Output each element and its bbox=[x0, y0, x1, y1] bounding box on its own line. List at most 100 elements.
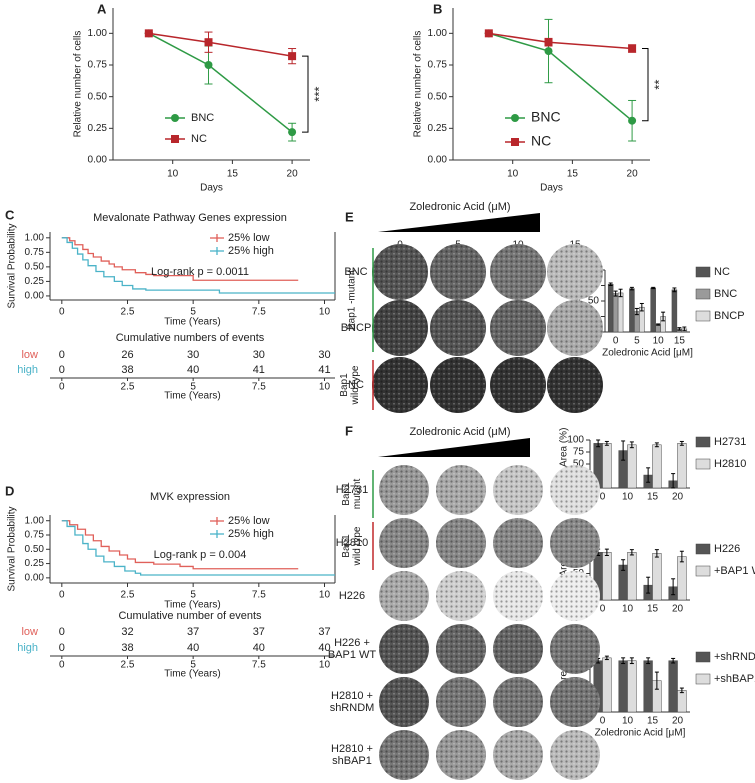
y-tick-label: 0.50 bbox=[25, 262, 45, 273]
x-tick-label: 5 bbox=[190, 382, 196, 393]
y-tick-label: 0.00 bbox=[88, 155, 108, 166]
table-cell: 26 bbox=[121, 349, 133, 361]
colony-texture bbox=[493, 677, 543, 727]
colony-texture bbox=[493, 624, 543, 674]
legend-marker bbox=[511, 114, 519, 122]
table-row-label: high bbox=[17, 642, 38, 654]
y-tick-label: 0.00 bbox=[25, 291, 45, 302]
x-tick-label: 7.5 bbox=[252, 660, 266, 671]
y-tick-label: 0.00 bbox=[25, 572, 45, 583]
significance-label: ** bbox=[651, 80, 666, 90]
x-tick-label: 20 bbox=[287, 169, 299, 180]
annotation: Log-rank p = 0.0011 bbox=[151, 266, 249, 278]
legend-swatch bbox=[695, 565, 711, 577]
colony-texture bbox=[550, 730, 600, 780]
bar bbox=[602, 657, 612, 713]
table-title: Cumulative numbers of events bbox=[116, 332, 265, 344]
bar bbox=[650, 287, 656, 333]
colony-texture bbox=[436, 624, 486, 674]
table-cell: 0 bbox=[59, 642, 65, 654]
colony-texture bbox=[493, 730, 543, 780]
x-tick-label: 2.5 bbox=[121, 660, 135, 671]
x-tick-label: 15 bbox=[674, 336, 686, 347]
x-tick-label: 2.5 bbox=[121, 307, 135, 318]
bar bbox=[617, 292, 624, 333]
legend-label: BNC bbox=[191, 112, 214, 124]
colony-texture bbox=[550, 571, 600, 621]
legend-label: 25% high bbox=[228, 245, 274, 257]
table-cell: 0 bbox=[59, 349, 65, 361]
x-tick-label: 15 bbox=[647, 716, 659, 727]
legend-swatch bbox=[695, 543, 711, 555]
panel-letter: D bbox=[5, 483, 14, 498]
colony-texture bbox=[436, 518, 486, 568]
legend-label: NC bbox=[714, 266, 730, 278]
y-axis-label: Survival Probability bbox=[7, 506, 18, 591]
colony-texture bbox=[430, 357, 486, 413]
table-row-label: low bbox=[21, 626, 38, 638]
table-cell: 40 bbox=[187, 642, 199, 654]
bar bbox=[602, 552, 612, 601]
x-tick-label: 0 bbox=[600, 492, 606, 503]
y-tick-label: 0.50 bbox=[88, 91, 108, 102]
table-cell: 30 bbox=[318, 349, 330, 361]
y-tick-label: 0.25 bbox=[25, 276, 45, 287]
x-tick-label: 10 bbox=[622, 492, 634, 503]
survival-curve bbox=[61, 520, 299, 570]
bar bbox=[607, 284, 614, 333]
bar bbox=[677, 443, 687, 489]
bar bbox=[652, 444, 662, 489]
y-tick-label: 0.50 bbox=[25, 544, 45, 555]
legend-marker bbox=[511, 138, 519, 146]
bar bbox=[618, 660, 628, 713]
colony-texture bbox=[436, 730, 486, 780]
legend-label: BNC bbox=[531, 109, 561, 125]
legend-swatch bbox=[695, 458, 711, 470]
row-label: H226 + bbox=[334, 637, 370, 649]
x-tick-label: 5 bbox=[190, 590, 196, 601]
table-row-label: high bbox=[17, 364, 38, 376]
table-cell: 38 bbox=[121, 364, 133, 376]
legend-swatch bbox=[695, 266, 711, 278]
row-label: H2810 + bbox=[331, 743, 373, 755]
bar bbox=[677, 690, 687, 713]
x-tick-label: 0 bbox=[59, 382, 65, 393]
survival-curve bbox=[61, 237, 335, 294]
panel-letter: E bbox=[345, 209, 354, 224]
group-label: wild type bbox=[350, 365, 361, 405]
row-label: H2731 bbox=[336, 484, 368, 496]
y-tick-label: 1.00 bbox=[428, 28, 448, 39]
y-tick-label: 0.75 bbox=[428, 60, 448, 71]
marker bbox=[144, 29, 153, 38]
colony-texture bbox=[550, 465, 600, 515]
group-label: Bap1 -mutant bbox=[347, 270, 358, 330]
legend-swatch bbox=[695, 651, 711, 663]
row-label: BNC bbox=[344, 266, 367, 278]
x-tick-label: 10 bbox=[653, 336, 665, 347]
y-tick-label: 0.25 bbox=[88, 123, 108, 134]
group-label: Bap1 bbox=[341, 534, 352, 558]
legend-label: +shRNDM bbox=[714, 651, 755, 663]
y-tick-label: 0.25 bbox=[428, 123, 448, 134]
x-tick-label: 10 bbox=[319, 660, 331, 671]
legend-label: H2731 bbox=[714, 436, 746, 448]
y-tick-label: 0.75 bbox=[25, 530, 45, 541]
table-cell: 38 bbox=[121, 642, 133, 654]
bar bbox=[627, 660, 637, 713]
table-cell: 0 bbox=[59, 364, 65, 376]
legend-marker bbox=[171, 135, 179, 143]
legend-label: 25% low bbox=[228, 232, 270, 244]
legend-label: +shBAP1 bbox=[714, 673, 755, 685]
x-axis-label: Time (Years) bbox=[164, 669, 221, 680]
y-tick-label: 50 bbox=[573, 459, 585, 470]
colony-texture bbox=[430, 300, 486, 356]
x-tick-label: 15 bbox=[227, 169, 239, 180]
dose-triangle bbox=[378, 213, 540, 232]
row-label: shBAP1 bbox=[332, 755, 372, 767]
x-tick-label: 10 bbox=[622, 604, 634, 615]
bar bbox=[652, 553, 662, 601]
legend-swatch bbox=[695, 310, 711, 322]
x-axis-label: Time (Years) bbox=[164, 600, 221, 611]
grid-title: Zoledronic Acid (μM) bbox=[409, 201, 510, 213]
legend-label: NC bbox=[191, 133, 207, 145]
